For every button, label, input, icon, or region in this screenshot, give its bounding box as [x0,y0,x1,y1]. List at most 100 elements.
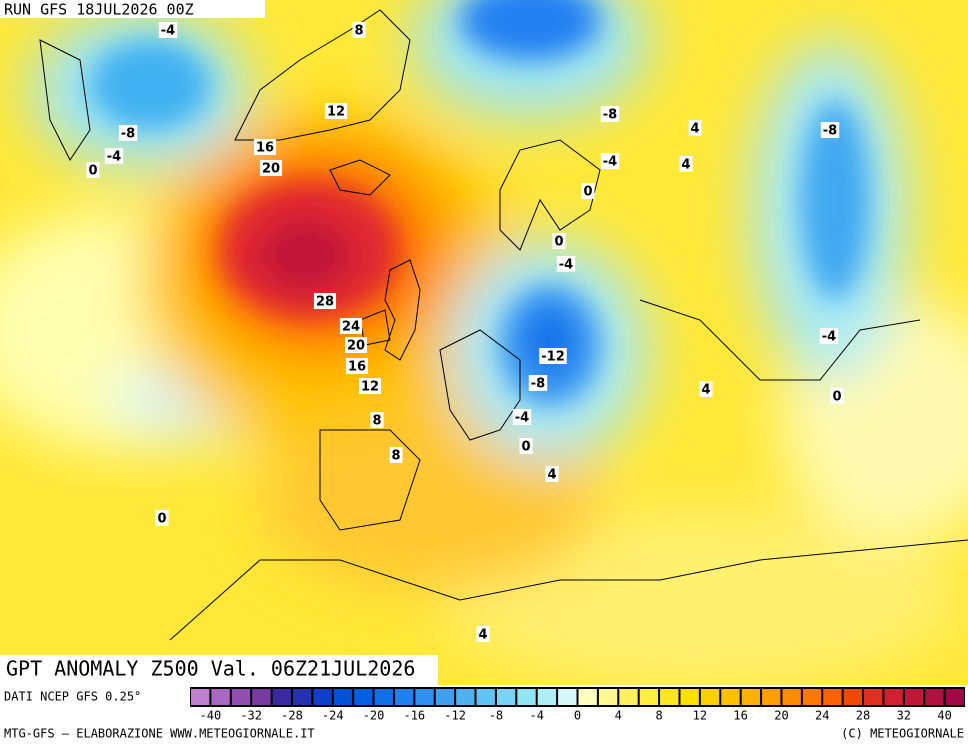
contour-label: 16 [348,360,366,375]
colorbar-swatch [945,689,964,705]
colorbar-label: 20 [774,709,788,723]
colorbar-swatch [252,689,271,705]
colorbar-swatch [333,689,353,705]
label-bg [830,388,844,404]
colorbar-label: 16 [733,709,747,723]
label-bg [699,381,713,397]
colorbar-swatch [456,689,475,705]
colorbar-swatch [231,689,251,705]
label-bg [313,293,337,309]
colorbar-swatch [721,689,740,705]
contour-label: 8 [372,414,381,429]
contour-label: 0 [832,390,841,405]
colorbar-swatch [864,689,883,705]
colorbar-label: 28 [856,709,870,723]
colorbar-swatch [578,689,597,705]
colorbar-swatch [802,689,822,705]
contour-label: -4 [822,330,836,345]
colorbar-label: 0 [574,709,581,723]
colorbar-label: -32 [240,709,262,723]
colorbar-swatch [435,689,455,705]
colorbar-swatch [823,689,842,705]
label-bg [820,122,840,138]
label-bg [679,156,693,172]
colorbar-swatch [211,689,230,705]
colorbar-swatch [884,689,903,705]
colorbar-swatch [415,689,434,705]
colorbar-swatch [762,689,781,705]
colorbar-swatch [619,689,638,705]
label-bg [259,160,283,176]
colorbar-label: 32 [897,709,911,723]
contour-label: -8 [603,108,617,123]
colorbar-label: -4 [529,709,543,723]
label-bg [552,233,566,249]
contour-label: 4 [547,468,556,483]
label-bg [528,375,548,391]
label-bg [339,318,363,334]
contour-label: -8 [531,377,545,392]
colorbar-swatch [476,689,495,705]
colorbar-swatch [741,689,761,705]
colorbar-label: -12 [444,709,466,723]
map [0,0,968,685]
colorbar-label: 12 [693,709,707,723]
map-title: GPT ANOMALY Z500 Val. 06Z21JUL2026 [6,657,415,681]
colorbar-label: 4 [615,709,622,723]
label-bg [253,139,277,155]
contour-label: 20 [347,339,365,354]
contour-label: 0 [583,185,592,200]
label-bg [104,148,124,164]
colorbar-label: 8 [655,709,662,723]
colorbar-label: -20 [363,709,385,723]
contour-label: -4 [161,24,175,39]
label-bg [86,162,100,178]
label-bg [344,337,368,353]
colorbar-swatch [558,689,577,705]
contour-label: 0 [554,235,563,250]
colorbar-swatch [313,689,332,705]
contour-label: -8 [823,124,837,139]
colorbar-label: 40 [937,709,951,723]
colorbar-swatch [639,689,659,705]
colorbar-swatch [272,689,291,705]
contour-label: -4 [559,258,573,273]
colorbar-swatch [904,689,924,705]
colorbar-label: -8 [489,709,503,723]
contour-label: -8 [121,127,135,142]
label-bg [688,120,702,136]
label-bg [155,510,169,526]
contour-label: 0 [88,164,97,179]
contour-label: 4 [681,158,690,173]
label-bg [352,22,366,38]
colorbar-swatch [925,689,944,705]
contour-label: 4 [478,628,487,643]
coastlines [39,9,968,641]
colorbar-swatch [394,689,414,705]
contour-label: 24 [342,320,360,335]
label-bg [476,626,490,642]
run-label: RUN GFS 18JUL2026 00Z [4,1,194,19]
colorbar-swatch [496,689,516,705]
colorbar-swatch [354,689,373,705]
colorbar-swatch [680,689,699,705]
source: DATI NCEP GFS 0.25° [4,690,141,704]
contour-label: 4 [701,383,710,398]
colorbar-swatch [660,689,679,705]
contour-label: 28 [316,295,334,310]
label-bg [389,447,403,463]
colorbar-label: 24 [815,709,829,723]
colorbar-label: -24 [322,709,344,723]
colorbar-swatch [191,689,210,705]
colorbar: -40 -32 -28 -24 -20 -16 -12 -8 -4 0 4 8 12 16 20 24 28 32… [190,687,965,723]
colorbar-label: -28 [281,709,303,723]
label-bg [545,466,559,482]
contour-label: 0 [157,512,166,527]
label-bg [158,22,178,38]
colorbar-swatch [374,689,393,705]
label-bg [539,348,567,364]
contour-label: -4 [107,150,121,165]
colorbar-swatch [537,689,557,705]
